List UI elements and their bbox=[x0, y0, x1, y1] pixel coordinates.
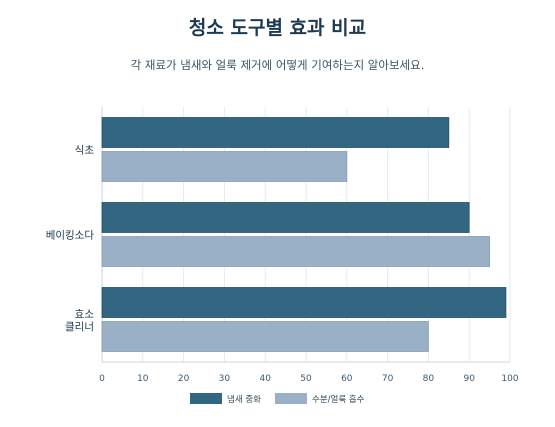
x-tick-label: 10 bbox=[137, 374, 149, 384]
x-tick-label: 50 bbox=[300, 374, 312, 384]
bar bbox=[101, 151, 348, 182]
chart-subtitle: 각 재료가 냄새와 얼룩 제거에 어떻게 기여하는지 알아보세요. bbox=[130, 58, 425, 72]
bar bbox=[101, 321, 429, 352]
x-tick-label: 40 bbox=[259, 374, 271, 384]
legend-swatch bbox=[275, 393, 307, 404]
x-tick-label: 80 bbox=[423, 374, 435, 384]
x-tick-label: 90 bbox=[463, 374, 475, 384]
x-tick-label: 60 bbox=[341, 374, 353, 384]
bar bbox=[101, 117, 450, 148]
x-tick-label: 20 bbox=[178, 374, 190, 384]
bar bbox=[101, 287, 507, 318]
category-label: 클리너 bbox=[65, 321, 94, 333]
x-tick-label: 0 bbox=[99, 374, 105, 384]
legend-label: 냄새 중화 bbox=[227, 394, 261, 405]
bar bbox=[101, 202, 470, 233]
bar bbox=[101, 236, 491, 267]
x-tick-label: 100 bbox=[501, 374, 518, 384]
category-label: 효소 bbox=[75, 308, 95, 320]
x-tick-label: 30 bbox=[219, 374, 231, 384]
legend-label: 수분/얼룩 흡수 bbox=[312, 394, 365, 405]
category-label: 베이킹소다 bbox=[46, 230, 95, 242]
category-label: 식초 bbox=[75, 145, 95, 157]
x-tick-label: 70 bbox=[382, 374, 394, 384]
legend-swatch bbox=[190, 393, 222, 404]
chart-title: 청소 도구별 효과 비교 bbox=[188, 17, 367, 39]
